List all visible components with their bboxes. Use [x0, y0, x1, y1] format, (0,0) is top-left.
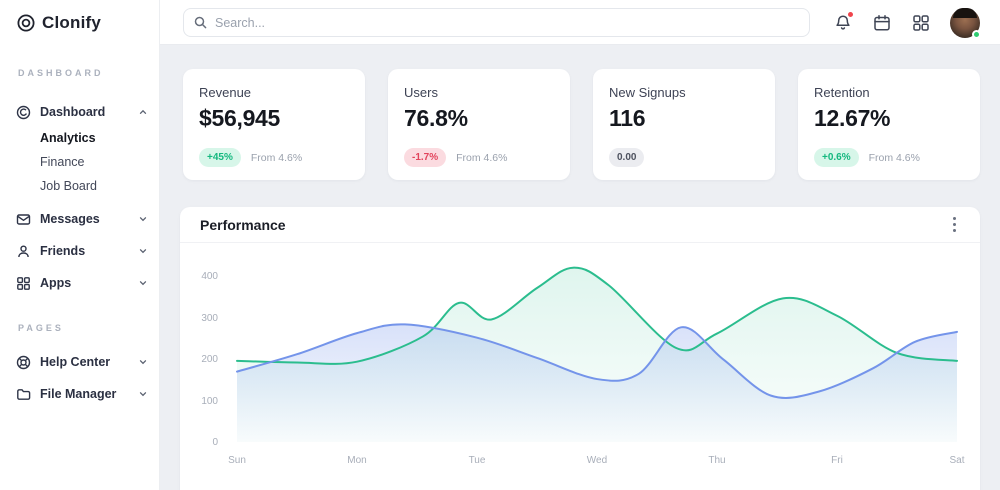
stat-card-new-signups: New Signups 116 0.00	[593, 69, 775, 180]
series-green-line	[236, 266, 958, 365]
sidebar-subitem-finance[interactable]: Finance	[0, 151, 160, 173]
search-icon	[194, 16, 207, 29]
y-axis-tick: 0	[212, 437, 218, 448]
bell-icon[interactable]	[833, 10, 854, 33]
sidebar-item-label: Help Center	[40, 355, 111, 369]
sidebar-subitem-label: Job Board	[40, 179, 97, 193]
topbar	[160, 0, 1000, 45]
sidebar-item-label: Dashboard	[40, 105, 106, 119]
sidebar-item-friends[interactable]: Friends	[0, 239, 160, 263]
x-axis-label: Tue	[468, 455, 486, 466]
user-avatar[interactable]	[950, 7, 981, 39]
chart-canvas	[236, 266, 958, 442]
stat-title: Revenue	[199, 85, 252, 100]
sidebar-item-dashboard[interactable]: Dashboard	[0, 100, 160, 124]
stat-card-retention: Retention 12.67% +0.6% From 4.6%	[798, 69, 980, 180]
stat-badge: -1.7%	[404, 148, 447, 167]
series-blue-line	[236, 323, 958, 399]
stat-card-users: Users 76.8% -1.7% From 4.6%	[388, 69, 570, 180]
search-input[interactable]	[215, 15, 799, 30]
kebab-menu-icon[interactable]	[949, 213, 960, 236]
x-axis-label: Mon	[347, 455, 367, 466]
sidebar-item-label: Messages	[40, 212, 100, 226]
stat-note: From 4.6%	[250, 151, 303, 164]
sidebar-subitem-job-board[interactable]: Job Board	[0, 175, 160, 197]
y-axis-tick: 400	[201, 271, 218, 283]
brand-logo[interactable]: Clonify	[16, 10, 101, 36]
chevron-down-icon	[138, 389, 148, 399]
sidebar-item-label: Friends	[40, 244, 86, 258]
stat-badge: 0.00	[609, 148, 645, 167]
performance-title: Performance	[200, 216, 286, 233]
folder-icon	[16, 387, 31, 402]
chevron-down-icon	[138, 246, 148, 256]
search-box	[183, 8, 810, 37]
brand-logo-icon	[16, 13, 36, 33]
stats-row: Revenue $56,945 +45% From 4.6% Users 76.…	[183, 69, 980, 180]
x-axis-label: Wed	[586, 455, 608, 466]
user-icon	[16, 244, 31, 259]
stat-note: From 4.6%	[456, 151, 508, 164]
brand-name: Clonify	[42, 13, 102, 32]
calendar-icon[interactable]	[872, 13, 892, 33]
sidebar-subitem-label: Analytics	[40, 131, 96, 145]
sidebar-item-help-center[interactable]: Help Center	[0, 350, 160, 374]
x-axis-label: Thu	[708, 455, 726, 466]
chevron-down-icon	[138, 357, 148, 367]
sidebar-subitem-label: Finance	[40, 155, 85, 169]
x-axis-label: Sun	[228, 455, 246, 466]
chevron-up-icon	[138, 107, 148, 117]
stat-title: Retention	[814, 85, 870, 100]
sidebar: Clonify DASHBOARD Dashboard Analytics Fi…	[0, 0, 160, 490]
sidebar-section-dashboard: DASHBOARD	[18, 68, 104, 78]
stat-note: From 4.6%	[868, 151, 920, 164]
stat-value: 76.8%	[404, 105, 468, 131]
help-icon	[16, 355, 31, 370]
stat-value: 12.67%	[814, 105, 891, 131]
stat-badge: +0.6%	[814, 148, 859, 167]
y-axis-tick: 300	[201, 312, 218, 324]
apps-icon	[16, 276, 31, 291]
sidebar-item-label: Apps	[40, 276, 72, 290]
series-blue-area	[237, 324, 957, 442]
performance-chart: 0 100 200 300 400 Sun Mon Tue Wed Thu Fri Sat	[180, 243, 980, 490]
online-status-dot	[972, 29, 981, 39]
performance-card: Performance 0 100 200 300 400 Sun Mon Tue Wed Thu…	[180, 207, 980, 490]
sidebar-section-pages: PAGES	[18, 323, 64, 333]
notification-dot	[847, 10, 854, 18]
sidebar-item-label: File Manager	[40, 387, 117, 401]
chevron-down-icon	[138, 214, 148, 224]
mail-icon	[16, 212, 31, 227]
x-axis-label: Sat	[949, 455, 965, 466]
sidebar-subitem-analytics[interactable]: Analytics	[0, 127, 160, 149]
stat-title: Users	[404, 85, 438, 100]
y-axis-tick: 200	[201, 354, 218, 366]
x-axis-label: Fri	[831, 455, 843, 466]
sidebar-item-messages[interactable]: Messages	[0, 207, 160, 231]
stat-title: New Signups	[609, 85, 686, 100]
stat-value: 116	[609, 105, 646, 131]
stat-card-revenue: Revenue $56,945 +45% From 4.6%	[183, 69, 365, 180]
sidebar-item-apps[interactable]: Apps	[0, 271, 160, 295]
y-axis-tick: 100	[201, 395, 218, 407]
dashboard-icon	[16, 105, 31, 120]
chevron-down-icon	[138, 278, 148, 288]
apps-grid-icon[interactable]	[911, 13, 931, 33]
stat-value: $56,945	[199, 105, 281, 131]
sidebar-item-file-manager[interactable]: File Manager	[0, 382, 160, 406]
stat-badge: +45%	[199, 148, 241, 167]
main-content: Revenue $56,945 +45% From 4.6% Users 76.…	[160, 45, 1000, 490]
